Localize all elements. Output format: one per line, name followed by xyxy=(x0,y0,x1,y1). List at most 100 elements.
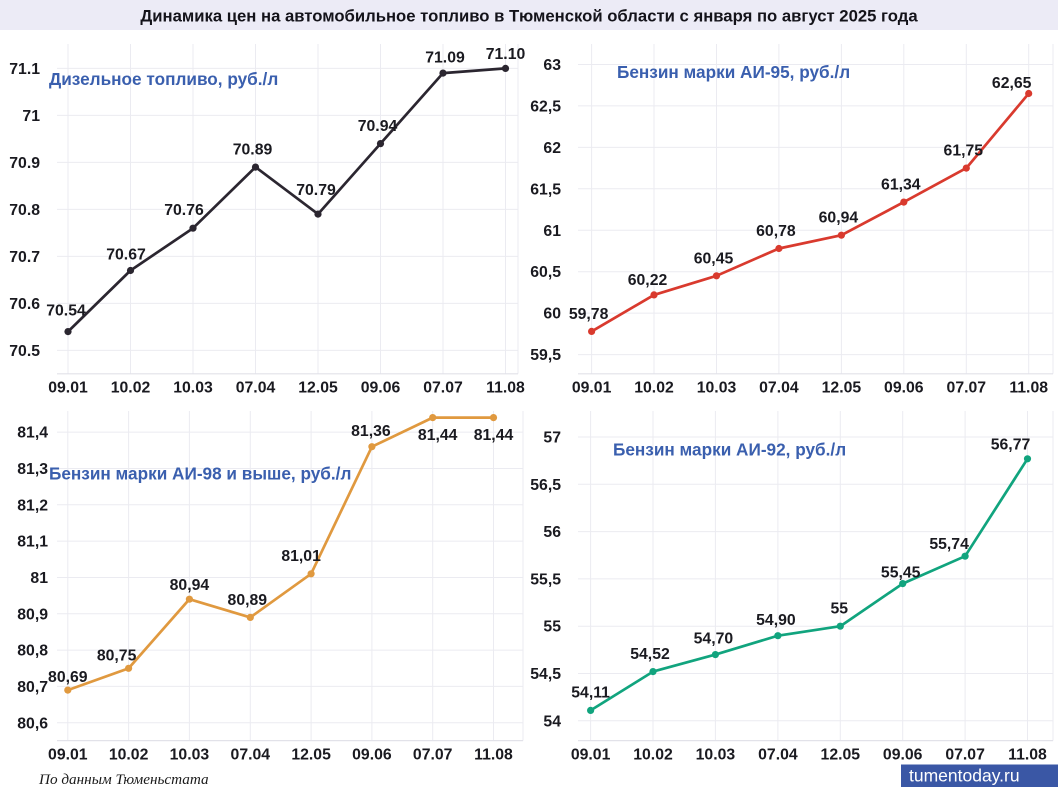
svg-text:55: 55 xyxy=(831,601,849,618)
svg-text:80,8: 80,8 xyxy=(17,643,48,660)
svg-text:По данным Тюменьстата: По данным Тюменьстата xyxy=(38,771,209,787)
svg-text:56,77: 56,77 xyxy=(991,436,1031,453)
svg-text:09.06: 09.06 xyxy=(883,747,923,764)
svg-text:81,3: 81,3 xyxy=(17,461,48,478)
svg-text:60,94: 60,94 xyxy=(819,210,859,227)
svg-text:62,65: 62,65 xyxy=(992,75,1032,92)
svg-text:60: 60 xyxy=(543,306,561,323)
svg-text:57: 57 xyxy=(543,430,561,447)
svg-text:54,52: 54,52 xyxy=(630,646,670,663)
svg-text:09.06: 09.06 xyxy=(361,380,401,397)
svg-text:80,89: 80,89 xyxy=(228,592,268,609)
svg-text:70.76: 70.76 xyxy=(164,202,204,219)
svg-text:71.09: 71.09 xyxy=(425,50,465,67)
svg-text:09.01: 09.01 xyxy=(572,380,612,397)
svg-text:70.7: 70.7 xyxy=(9,249,40,266)
svg-text:54,11: 54,11 xyxy=(571,684,610,701)
svg-text:56: 56 xyxy=(543,524,561,541)
svg-text:Бензин марки АИ-95, руб./л: Бензин марки АИ-95, руб./л xyxy=(617,62,850,82)
svg-text:61,5: 61,5 xyxy=(530,181,561,198)
svg-text:54: 54 xyxy=(543,713,561,730)
svg-text:07.07: 07.07 xyxy=(945,747,985,764)
svg-text:70.79: 70.79 xyxy=(296,182,336,199)
svg-text:62: 62 xyxy=(543,140,561,157)
svg-text:07.07: 07.07 xyxy=(423,380,463,397)
svg-text:81,1: 81,1 xyxy=(17,534,48,551)
svg-text:09.01: 09.01 xyxy=(571,747,611,764)
svg-text:Бензин марки АИ-92, руб./л: Бензин марки АИ-92, руб./л xyxy=(613,440,846,460)
svg-text:70.54: 70.54 xyxy=(46,303,86,320)
svg-text:09.06: 09.06 xyxy=(884,380,924,397)
svg-text:54,90: 54,90 xyxy=(756,612,796,629)
svg-text:11.08: 11.08 xyxy=(1009,380,1048,397)
svg-text:81,4: 81,4 xyxy=(17,425,48,442)
svg-text:07.07: 07.07 xyxy=(413,747,453,764)
svg-text:60,22: 60,22 xyxy=(628,272,668,289)
svg-text:10.02: 10.02 xyxy=(109,747,149,764)
svg-text:07.04: 07.04 xyxy=(231,747,271,764)
svg-text:61,75: 61,75 xyxy=(944,143,984,160)
svg-text:70.5: 70.5 xyxy=(9,343,40,360)
svg-text:62,5: 62,5 xyxy=(530,98,561,115)
svg-text:81,36: 81,36 xyxy=(351,423,391,440)
svg-text:61,34: 61,34 xyxy=(881,177,921,194)
svg-text:10.02: 10.02 xyxy=(634,380,674,397)
svg-text:59,78: 59,78 xyxy=(569,306,609,323)
svg-text:80,9: 80,9 xyxy=(17,606,48,623)
svg-text:10.03: 10.03 xyxy=(170,747,210,764)
svg-text:81,01: 81,01 xyxy=(281,548,321,565)
svg-text:11.08: 11.08 xyxy=(474,747,513,764)
svg-text:55,74: 55,74 xyxy=(929,536,969,553)
svg-text:10.03: 10.03 xyxy=(173,380,213,397)
svg-text:11.08: 11.08 xyxy=(486,380,525,397)
svg-text:70.9: 70.9 xyxy=(9,155,40,172)
svg-text:09.01: 09.01 xyxy=(48,380,88,397)
svg-text:10.03: 10.03 xyxy=(696,747,736,764)
svg-text:70.94: 70.94 xyxy=(358,118,398,135)
svg-text:81: 81 xyxy=(30,570,48,587)
svg-text:56,5: 56,5 xyxy=(530,477,561,494)
svg-text:09.06: 09.06 xyxy=(352,747,392,764)
svg-text:80,69: 80,69 xyxy=(48,669,88,686)
svg-text:60,5: 60,5 xyxy=(530,264,561,281)
svg-text:70.8: 70.8 xyxy=(9,202,40,219)
svg-text:80,7: 80,7 xyxy=(17,679,48,696)
svg-text:71: 71 xyxy=(22,108,40,125)
svg-text:07.04: 07.04 xyxy=(758,747,798,764)
svg-text:12.05: 12.05 xyxy=(291,747,331,764)
svg-text:54,70: 54,70 xyxy=(694,631,734,648)
svg-text:10.03: 10.03 xyxy=(697,380,737,397)
svg-text:61: 61 xyxy=(543,223,561,240)
svg-text:70.89: 70.89 xyxy=(233,142,273,159)
svg-text:70.6: 70.6 xyxy=(9,296,40,313)
svg-text:54,5: 54,5 xyxy=(530,666,561,683)
svg-text:63: 63 xyxy=(543,57,561,74)
svg-text:12.05: 12.05 xyxy=(298,380,338,397)
svg-text:07.04: 07.04 xyxy=(236,380,276,397)
svg-text:81,44: 81,44 xyxy=(474,427,514,444)
svg-text:tumentoday.ru: tumentoday.ru xyxy=(909,766,1020,786)
svg-text:70.67: 70.67 xyxy=(106,247,146,264)
svg-text:59,5: 59,5 xyxy=(530,347,561,364)
svg-text:Дизельное топливо, руб./л: Дизельное топливо, руб./л xyxy=(49,69,278,89)
svg-text:80,75: 80,75 xyxy=(97,647,137,664)
svg-text:80,94: 80,94 xyxy=(170,577,210,594)
svg-text:Бензин марки АИ-98 и выше, руб: Бензин марки АИ-98 и выше, руб./л xyxy=(49,464,351,484)
svg-text:12.05: 12.05 xyxy=(822,380,862,397)
svg-text:55: 55 xyxy=(543,619,561,636)
svg-text:71.1: 71.1 xyxy=(9,61,40,78)
svg-text:71.10: 71.10 xyxy=(486,46,526,63)
svg-text:55,45: 55,45 xyxy=(881,565,921,582)
svg-text:12.05: 12.05 xyxy=(821,747,861,764)
svg-text:10.02: 10.02 xyxy=(111,380,151,397)
svg-text:81,2: 81,2 xyxy=(17,497,48,514)
svg-text:55,5: 55,5 xyxy=(530,571,561,588)
svg-text:11.08: 11.08 xyxy=(1008,747,1047,764)
svg-text:10.02: 10.02 xyxy=(633,747,673,764)
svg-text:07.04: 07.04 xyxy=(759,380,799,397)
svg-text:81,44: 81,44 xyxy=(418,427,458,444)
svg-text:07.07: 07.07 xyxy=(947,380,987,397)
svg-text:60,78: 60,78 xyxy=(756,223,796,240)
svg-text:60,45: 60,45 xyxy=(694,250,734,267)
svg-text:80,6: 80,6 xyxy=(17,715,48,732)
